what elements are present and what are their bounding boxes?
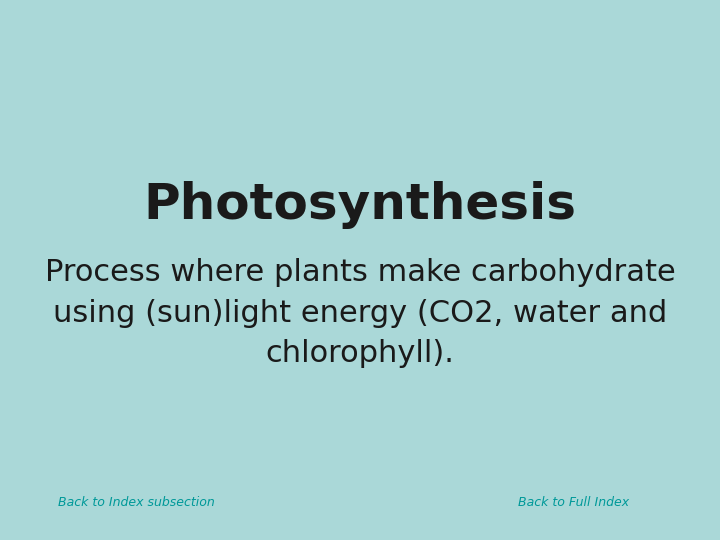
Text: Photosynthesis: Photosynthesis: [143, 181, 577, 229]
Text: Back to Full Index: Back to Full Index: [518, 496, 629, 509]
Text: Back to Index subsection: Back to Index subsection: [58, 496, 215, 509]
Text: Process where plants make carbohydrate
using (sun)light energy (CO2, water and
c: Process where plants make carbohydrate u…: [45, 258, 675, 368]
